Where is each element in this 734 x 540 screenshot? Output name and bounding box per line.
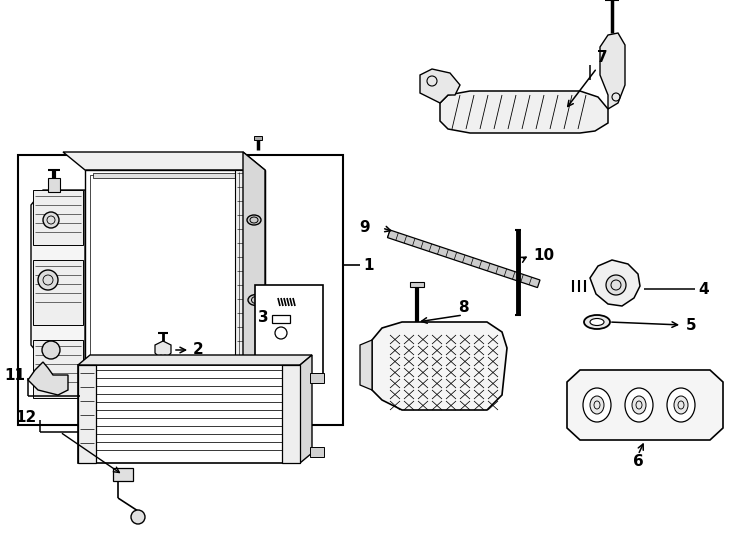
Circle shape bbox=[606, 275, 626, 295]
Bar bbox=[235, 170, 265, 380]
Text: 6: 6 bbox=[633, 455, 644, 469]
Ellipse shape bbox=[590, 319, 604, 326]
Polygon shape bbox=[113, 468, 133, 481]
Bar bbox=[33, 190, 83, 245]
Text: 10: 10 bbox=[533, 247, 554, 262]
Polygon shape bbox=[300, 355, 312, 463]
Text: 12: 12 bbox=[15, 409, 37, 424]
Circle shape bbox=[43, 212, 59, 228]
Polygon shape bbox=[31, 190, 85, 360]
Ellipse shape bbox=[674, 396, 688, 414]
Bar bbox=[48, 178, 60, 192]
Polygon shape bbox=[360, 340, 372, 390]
Circle shape bbox=[38, 270, 58, 290]
Circle shape bbox=[131, 510, 145, 524]
Polygon shape bbox=[63, 152, 265, 170]
Bar bbox=[78, 365, 300, 463]
Polygon shape bbox=[155, 341, 171, 357]
Polygon shape bbox=[440, 91, 608, 133]
Text: 8: 8 bbox=[458, 300, 468, 315]
Bar bbox=[93, 173, 257, 178]
Text: 11: 11 bbox=[4, 368, 25, 382]
Polygon shape bbox=[243, 152, 265, 380]
Ellipse shape bbox=[632, 396, 646, 414]
Bar bbox=[90, 175, 260, 375]
Bar bbox=[310, 447, 324, 457]
Polygon shape bbox=[372, 322, 507, 410]
Bar bbox=[85, 170, 265, 380]
Bar bbox=[410, 282, 424, 287]
Polygon shape bbox=[420, 69, 460, 103]
Polygon shape bbox=[388, 230, 540, 288]
Bar bbox=[33, 260, 83, 325]
Text: 4: 4 bbox=[698, 281, 708, 296]
Bar bbox=[272, 315, 290, 323]
Text: 3: 3 bbox=[258, 310, 269, 326]
Bar bbox=[93, 372, 257, 377]
Bar bbox=[33, 340, 83, 398]
Ellipse shape bbox=[590, 396, 604, 414]
Text: 9: 9 bbox=[360, 220, 370, 235]
Ellipse shape bbox=[667, 388, 695, 422]
Ellipse shape bbox=[583, 388, 611, 422]
Bar bbox=[310, 373, 324, 383]
Text: 5: 5 bbox=[686, 318, 697, 333]
Ellipse shape bbox=[625, 388, 653, 422]
Ellipse shape bbox=[248, 294, 264, 306]
Bar bbox=[255, 285, 323, 375]
Polygon shape bbox=[78, 355, 312, 365]
Circle shape bbox=[42, 341, 60, 359]
Bar bbox=[78, 365, 96, 463]
Polygon shape bbox=[600, 33, 625, 109]
Bar bbox=[18, 155, 343, 425]
Ellipse shape bbox=[247, 215, 261, 225]
Polygon shape bbox=[28, 362, 68, 395]
Ellipse shape bbox=[584, 315, 610, 329]
Bar bbox=[254, 136, 262, 140]
Polygon shape bbox=[567, 370, 723, 440]
Text: 2: 2 bbox=[193, 342, 204, 357]
Text: 7: 7 bbox=[597, 51, 608, 65]
Polygon shape bbox=[590, 260, 640, 306]
Bar bbox=[282, 365, 300, 463]
Text: 1: 1 bbox=[363, 258, 374, 273]
